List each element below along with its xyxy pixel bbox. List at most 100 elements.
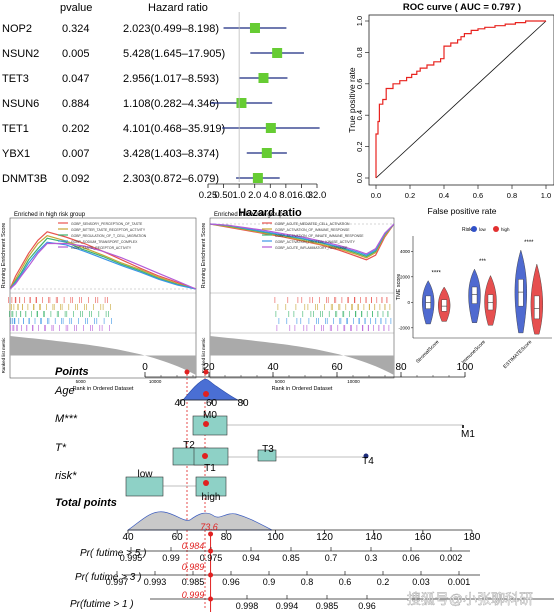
forest-hr-header: Hazard ratio: [148, 2, 208, 14]
gsea-ranked-metric: [210, 335, 394, 375]
forest-hr-box: [236, 98, 247, 108]
gsea-ylabel2: Ranked list metric: [201, 337, 206, 374]
violin-chart: -2000 0 2000 4000 TME score Risk low high **** St…: [396, 226, 552, 370]
gsea-ylabel2: Ranked list metric: [1, 337, 6, 374]
nomogram-total-tick-label: 160: [415, 532, 432, 543]
gsea-enrichment-curve: [9, 241, 197, 290]
nomogram-total-tick-label: 100: [267, 532, 284, 543]
nomogram-total-tick-label: 120: [316, 532, 333, 543]
roc-x-tick-label: 1.0: [541, 191, 551, 200]
gsea-ylabel: Running Enrichment Score: [1, 223, 7, 289]
gsea-x-tick-label: 5000: [76, 379, 87, 384]
roc-y-tick-label: 0.4: [355, 110, 364, 120]
gsea-enrichment-curve: [9, 242, 197, 290]
forest-plot: pvalue Hazard ratio NOP2 0.324 2.023(0.499…: [2, 2, 326, 219]
forest-axis-tick-label: 0.50: [214, 190, 233, 201]
forest-gene-label: NSUN2: [2, 48, 39, 60]
nomogram-m-level: M0: [203, 410, 217, 421]
nomogram-age-label: Age: [54, 385, 75, 397]
forest-pvalue: 0.884: [62, 98, 90, 110]
nomogram-survival-highlight: 0.989: [182, 562, 205, 572]
violin-significance: ***: [479, 259, 487, 265]
nomogram-survival-tick-label: 0.997: [106, 577, 129, 587]
forest-axis-tick-label: 4.0: [264, 190, 277, 201]
nomogram-survival-highlight: 0.999: [182, 590, 205, 600]
violin-y-tick-label: 4000: [400, 249, 411, 254]
nomogram-survival-tick-label: 0.99: [162, 553, 180, 563]
forest-gene-label: NSUN6: [2, 98, 39, 110]
nomogram-survival-tick-label: 0.993: [144, 577, 167, 587]
roc-x-tick-label: 0.4: [439, 191, 449, 200]
nomogram-age-density: [182, 378, 239, 401]
nomogram-t-box: [193, 447, 229, 466]
gsea-enrichment-curve: [209, 223, 395, 256]
forest-hr-text: 4.101(0.468–35.919): [123, 123, 225, 135]
violin-box: [518, 279, 524, 307]
violin-box: [441, 299, 447, 312]
nomogram-points-tick-label: 80: [395, 362, 407, 373]
gsea-low-panel: Enriched in low risk group GOBP_ACUTE_MED…: [201, 212, 395, 392]
nomogram-points-tick-label: 60: [331, 362, 343, 373]
nomogram-age-tick-label: 40: [174, 398, 186, 409]
gsea-legend-label: GOBP_ACUTE_MEDIATED_CELL_ACTIVATION: [275, 222, 350, 226]
forest-axis-tick-label: 16.0: [292, 190, 311, 201]
nomogram-age-tick-label: 80: [237, 398, 249, 409]
nomogram-m-end-marker: [462, 425, 464, 428]
forest-hr-text: 2.303(0.872–6.079): [123, 173, 219, 185]
violin-y-tick-label: -2000: [398, 325, 410, 330]
gsea-enrichment-curve: [209, 223, 395, 255]
roc-diagonal: [375, 20, 547, 179]
violin-ylabel: TME score: [396, 274, 402, 301]
forest-axis-tick-label: 1.0: [233, 190, 246, 201]
nomogram-risk-label: risk*: [55, 470, 77, 482]
gsea-legend-label: GOBP_SENSORY_PERCEPTION_OF_TASTE: [71, 222, 143, 226]
nomogram-m-marker: [203, 421, 209, 427]
nomogram-t-level: T4: [362, 456, 374, 467]
forest-hr-text: 2.023(0.499–8.198): [123, 23, 219, 35]
nomogram-survival-tick-label: 0.002: [440, 553, 463, 563]
roc-y-tick-label: 0.2: [355, 141, 364, 151]
gsea-x-tick-label: 10000: [347, 379, 360, 384]
forest-pvalue: 0.007: [62, 148, 90, 160]
nomogram-survival-tick-label: 0.85: [282, 553, 300, 563]
gsea-ylabel: Running Enrichment Score: [201, 223, 207, 289]
nomogram-total-tick-label: 140: [365, 532, 382, 543]
nomogram-total-tick-label: 60: [172, 532, 184, 543]
forest-pvalue: 0.005: [62, 48, 90, 60]
nomogram-survival-tick-label: 0.985: [182, 577, 205, 587]
forest-hr-box: [252, 173, 263, 183]
nomogram-survival-marker: [208, 548, 214, 554]
violin-box: [471, 286, 478, 304]
nomogram-pointer-dot: [184, 369, 190, 375]
nomogram-t-level: T3: [262, 444, 274, 455]
nomogram-total-tick-label: 40: [122, 532, 134, 543]
forest-axis-tick-label: 0.25: [199, 190, 218, 201]
roc-frame: [368, 14, 554, 186]
violin-x-tick-label: ESTIMATEScore: [502, 339, 533, 370]
nomogram-risk-level: low: [137, 469, 153, 480]
roc-y-tick-label: 0.0: [355, 173, 364, 183]
roc-x-tick-label: 0.6: [473, 191, 483, 200]
violin-legend-label: high: [501, 227, 510, 232]
forest-gene-label: TET3: [2, 73, 29, 85]
nomogram-t-level: T1: [204, 463, 216, 474]
nomogram-points-tick-label: 40: [267, 362, 279, 373]
nomogram-total-label: Total points: [55, 497, 117, 509]
nomogram-t-level: T2: [183, 440, 195, 451]
nomogram-total-tick-label: 180: [464, 532, 481, 543]
nomogram-t-marker: [202, 453, 208, 459]
forest-hr-text: 3.428(1.403–8.374): [123, 148, 219, 160]
gsea-xlabel: Rank in Ordered Dataset: [73, 386, 134, 392]
nomogram-t-dot: [363, 453, 369, 459]
nomogram-survival-tick-label: 0.06: [402, 553, 420, 563]
forest-hr-text: 1.108(0.282–4.346): [123, 98, 219, 110]
gsea-title: Enriched in high risk group: [14, 212, 86, 218]
violin-legend-swatch: [493, 226, 499, 232]
gsea-legend-label: GOBP_TASTE_RECEPTOR_ACTIVITY: [71, 246, 132, 250]
gsea-legend-label: GOBP_ACTIVATION_OF_IMMUNE_RESPONSE: [275, 228, 350, 232]
forest-gene-label: DNMT3B: [2, 173, 47, 185]
nomogram-points-tick-label: 0: [142, 362, 148, 373]
violin-y-tick-label: 2000: [400, 274, 411, 279]
violin-legend-swatch: [471, 226, 477, 232]
